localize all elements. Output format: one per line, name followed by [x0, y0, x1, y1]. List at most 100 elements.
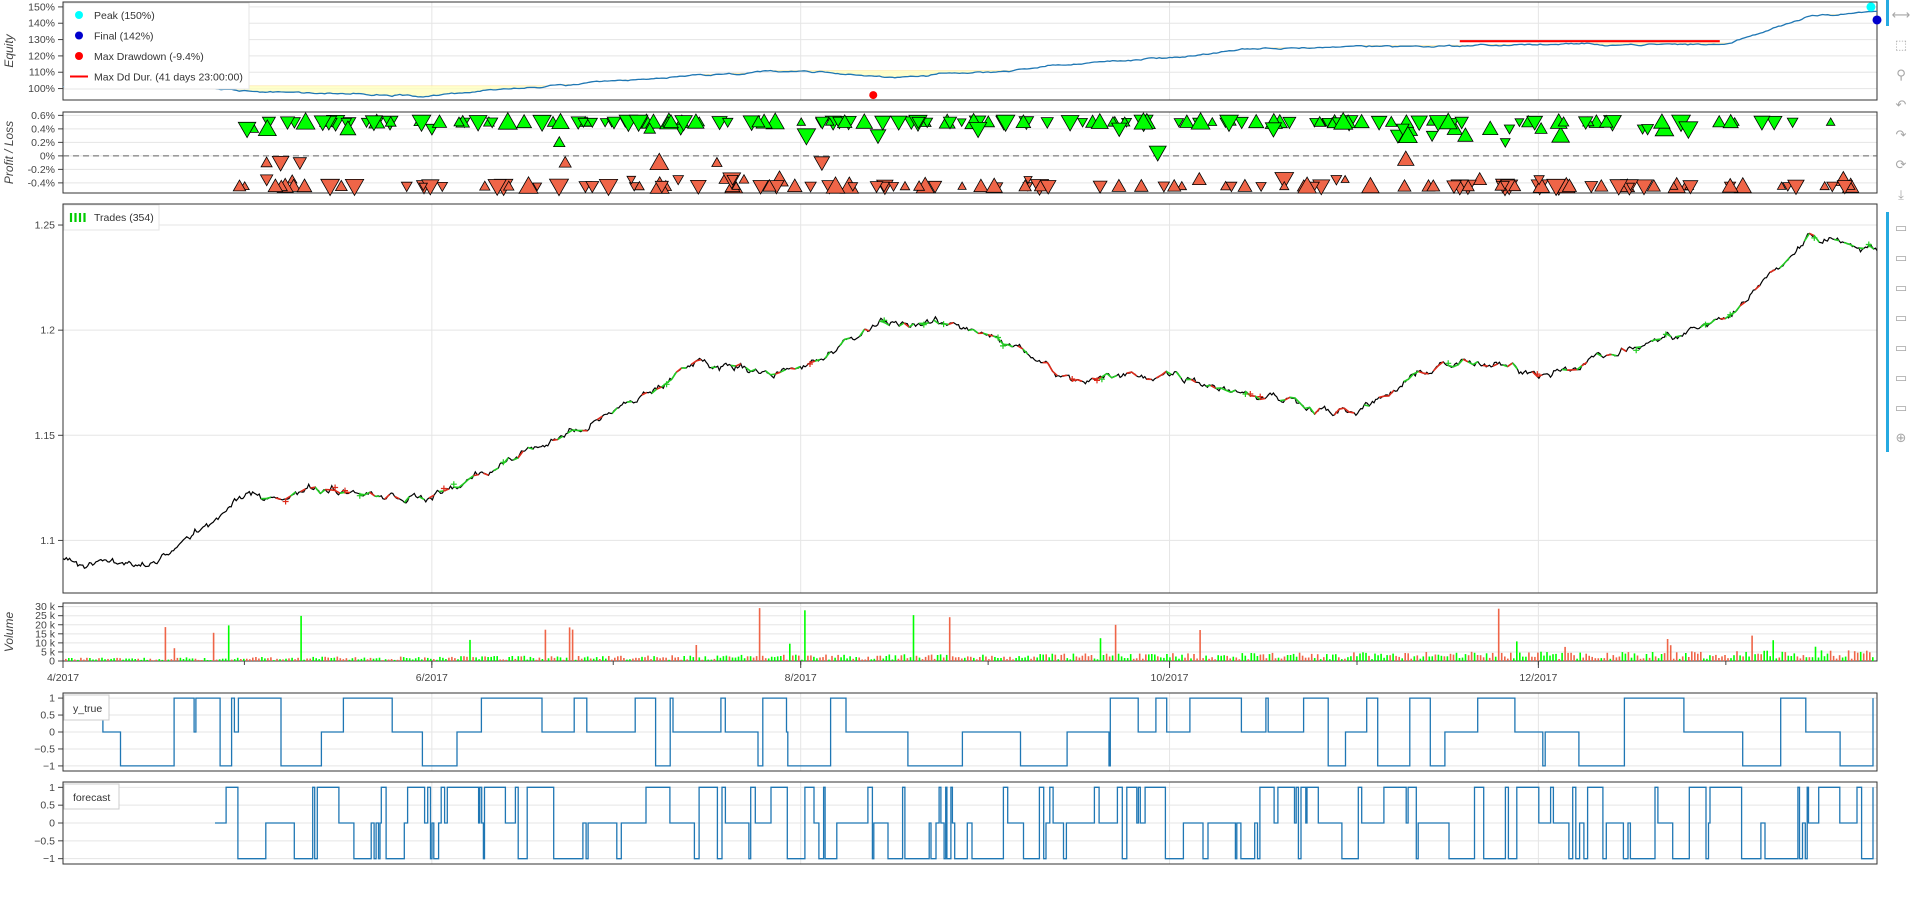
volume-bar — [725, 655, 728, 661]
trade-segment — [1709, 318, 1716, 325]
volume-bar — [773, 657, 776, 661]
volume-bar — [1721, 656, 1723, 661]
hover-icon[interactable]: ▭ — [1894, 400, 1908, 415]
volume-bar — [1841, 657, 1844, 661]
volume-bar — [1120, 656, 1123, 661]
undo-icon[interactable]: ↶ — [1895, 97, 1907, 112]
loss-trade-marker — [1494, 180, 1507, 191]
volume-bar — [197, 659, 200, 661]
volume-bar — [1446, 656, 1449, 661]
profit-trade-marker — [1333, 111, 1354, 130]
trade-segment — [1858, 247, 1864, 250]
profit-trade-marker — [295, 111, 316, 130]
volume-bar — [1217, 655, 1219, 661]
volume-bar — [602, 656, 604, 661]
profit-trade-marker — [497, 111, 518, 130]
volume-bar — [285, 658, 287, 661]
trade-segment — [814, 358, 821, 362]
panel-border — [62, 1, 1878, 101]
pan-icon[interactable]: ⟷ — [1891, 7, 1911, 22]
volume-bar — [538, 657, 541, 661]
volume-bar — [1368, 655, 1370, 661]
volume-bar — [188, 658, 191, 661]
volume-bar — [1280, 658, 1283, 661]
volume-bar — [553, 657, 556, 661]
loss-trade-marker — [1176, 180, 1188, 191]
loss-trade-marker — [752, 180, 769, 195]
loss-trade-marker — [957, 181, 967, 190]
volume-bar — [273, 660, 275, 661]
volume-bar — [825, 654, 827, 661]
volume-bar — [683, 656, 685, 661]
volume-bar — [1244, 655, 1247, 661]
loss-trade-marker — [804, 181, 817, 193]
volume-bar — [701, 659, 704, 661]
volume-bar — [1660, 654, 1663, 661]
loss-trade-marker — [1561, 178, 1578, 192]
crosshair-icon[interactable]: ⊕ — [1895, 430, 1907, 445]
profit-trade-marker — [1765, 116, 1783, 131]
hover-icon[interactable]: ▭ — [1894, 370, 1908, 385]
volume-bar — [1455, 652, 1458, 661]
trade-cross — [500, 459, 507, 466]
volume-bar — [900, 655, 903, 661]
volume-bar — [445, 659, 447, 661]
profit-trade-marker — [1148, 145, 1167, 162]
loss-trade-marker — [1237, 178, 1253, 192]
volume-bar — [1181, 654, 1183, 661]
volume-bar — [282, 659, 284, 661]
profit-trade-marker — [1264, 122, 1283, 138]
trade-segment — [1160, 370, 1167, 376]
trade-segment — [1482, 364, 1488, 367]
box-zoom-icon[interactable]: ⬚ — [1894, 37, 1908, 52]
y-tick-label: −0.5 — [34, 835, 55, 847]
hover-icon[interactable]: ▭ — [1894, 250, 1908, 265]
trade-segment — [794, 365, 801, 370]
reset-icon[interactable]: ⟳ — [1895, 157, 1907, 172]
loss-trade-marker — [649, 152, 670, 170]
volume-bar — [1591, 656, 1593, 661]
volume-bar — [1534, 656, 1536, 661]
volume-bar — [167, 659, 170, 661]
volume-bar — [134, 659, 136, 661]
volume-bar — [200, 660, 203, 661]
volume-bar — [390, 659, 393, 661]
trade-cross — [356, 492, 363, 499]
volume-bar — [270, 657, 272, 661]
volume-bar — [698, 657, 701, 661]
profit-trade-marker — [532, 114, 552, 133]
profit-trade-marker — [1457, 127, 1474, 142]
volume-bar — [973, 657, 975, 661]
hover-icon[interactable]: ▭ — [1894, 280, 1908, 295]
volume-bar — [1582, 657, 1584, 661]
volume-bar — [568, 627, 571, 661]
hover-icon[interactable]: ▭ — [1894, 340, 1908, 355]
redo-icon[interactable]: ↷ — [1895, 127, 1907, 142]
trade-segment — [1452, 364, 1459, 368]
hover-icon[interactable]: ▭ — [1894, 220, 1908, 235]
volume-bar — [1829, 650, 1832, 661]
volume-bar — [1428, 656, 1431, 661]
trade-cross — [1069, 376, 1076, 382]
loss-trade-marker — [1826, 181, 1839, 193]
volume-bar — [164, 627, 167, 661]
volume-bar — [967, 656, 969, 661]
save-icon[interactable]: ⤓ — [1898, 187, 1904, 202]
volume-bar — [454, 658, 456, 661]
volume-bar — [1642, 658, 1645, 661]
y-tick-label: 20 k — [35, 619, 56, 631]
wheel-zoom-icon[interactable]: ⚲ — [1896, 67, 1906, 82]
profit-trade-marker — [1133, 112, 1154, 130]
volume-bar — [258, 658, 260, 661]
hover-icon[interactable]: ▭ — [1894, 310, 1908, 325]
volume-bar — [161, 659, 164, 661]
volume-bar — [1633, 653, 1636, 661]
volume-bar — [1024, 657, 1026, 661]
volume-bar — [1724, 655, 1726, 661]
loss-trade-marker — [1532, 177, 1551, 193]
volume-bar — [571, 629, 574, 661]
profit-trade-marker — [942, 116, 958, 130]
volume-bar — [508, 657, 510, 661]
